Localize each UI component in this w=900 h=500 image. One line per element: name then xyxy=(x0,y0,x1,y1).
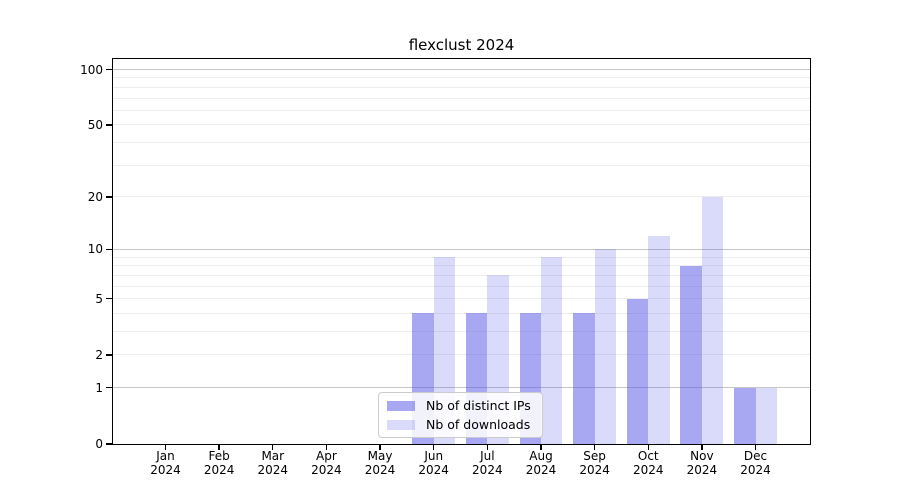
y-gridline-minor xyxy=(113,354,810,356)
x-axis-tick xyxy=(218,444,220,450)
y-gridline-minor xyxy=(113,256,810,258)
x-tick-label: Jun 2024 xyxy=(418,449,449,477)
x-tick-label: Nov 2024 xyxy=(686,449,718,477)
legend-row-distinct-ips: Nb of distinct IPs xyxy=(387,398,531,413)
y-gridline-minor xyxy=(113,109,810,111)
bar-distinct-ips xyxy=(626,298,649,444)
y-gridline-minor xyxy=(113,285,810,287)
x-tick-label: Mar 2024 xyxy=(257,449,289,477)
legend-swatch-downloads xyxy=(387,419,415,430)
x-axis-tick xyxy=(272,444,274,450)
x-tick-label: Aug 2024 xyxy=(525,449,557,477)
x-axis-tick xyxy=(164,444,167,450)
y-gridline-minor xyxy=(113,142,810,144)
y-gridline-major xyxy=(113,387,810,389)
chart-title: flexclust 2024 xyxy=(408,36,515,54)
y-gridline-major xyxy=(113,69,810,71)
x-tick-label: Jul 2024 xyxy=(472,449,503,477)
y-tick-label: 0 xyxy=(95,437,103,451)
x-tick-label: Sep 2024 xyxy=(579,449,610,477)
legend-label-downloads: Nb of downloads xyxy=(426,417,531,432)
x-axis-tick xyxy=(593,444,596,450)
legend-label-distinct-ips: Nb of distinct IPs xyxy=(426,398,531,413)
legend-swatch-distinct-ips xyxy=(387,400,415,411)
bar-distinct-ips xyxy=(734,387,756,444)
y-tick-label: 100 xyxy=(80,62,103,77)
plot-area xyxy=(112,58,811,445)
y-tick-label: 10 xyxy=(87,242,103,257)
y-gridline-minor xyxy=(113,312,810,314)
x-axis-tick xyxy=(754,444,757,450)
bar-downloads xyxy=(594,249,617,444)
x-tick-label: May 2024 xyxy=(364,449,396,477)
x-tick-label: Oct 2024 xyxy=(632,449,664,477)
y-gridline-minor xyxy=(113,265,810,267)
y-axis-tick xyxy=(106,297,113,300)
x-axis-tick xyxy=(325,444,328,450)
y-gridline-minor xyxy=(113,274,810,276)
x-axis-tick xyxy=(647,444,649,450)
x-axis-tick xyxy=(486,444,489,450)
y-axis-tick xyxy=(106,124,113,126)
bar-distinct-ips xyxy=(680,265,702,444)
x-tick-label: Apr 2024 xyxy=(311,449,342,477)
y-axis-tick xyxy=(106,68,113,71)
legend: Nb of distinct IPs Nb of downloads xyxy=(378,392,543,438)
y-axis-tick xyxy=(106,387,113,389)
y-tick-label: 2 xyxy=(95,347,103,362)
x-tick-label: Feb 2024 xyxy=(203,449,235,477)
y-gridline-minor xyxy=(113,86,810,88)
y-tick-label: 50 xyxy=(87,117,103,132)
y-gridline-minor xyxy=(113,298,810,300)
y-gridline-major xyxy=(113,248,810,250)
y-gridline-minor xyxy=(113,124,810,126)
x-axis-tick xyxy=(540,444,542,450)
y-tick-label: 1 xyxy=(95,380,103,395)
y-axis-tick xyxy=(106,443,113,445)
x-axis-tick xyxy=(701,444,703,450)
bar-downloads xyxy=(648,235,670,444)
bar-downloads xyxy=(701,196,724,444)
bar-downloads xyxy=(755,387,777,444)
x-tick-label: Dec 2024 xyxy=(740,449,771,477)
y-tick-label: 5 xyxy=(95,291,103,306)
bar-distinct-ips xyxy=(573,313,595,444)
x-axis-tick xyxy=(379,444,381,450)
y-axis-tick xyxy=(106,354,113,356)
y-gridline-minor xyxy=(113,196,810,198)
legend-row-downloads: Nb of downloads xyxy=(387,417,531,432)
bar-downloads xyxy=(540,257,563,444)
y-axis-tick xyxy=(106,196,113,198)
y-gridline-minor xyxy=(113,77,810,79)
y-gridline-minor xyxy=(113,164,810,166)
x-tick-label: Jan 2024 xyxy=(150,449,181,477)
x-axis-tick xyxy=(433,444,435,450)
y-gridline-minor xyxy=(113,97,810,99)
y-tick-label: 20 xyxy=(87,189,103,204)
y-gridline-minor xyxy=(113,331,810,333)
y-axis-tick xyxy=(106,248,113,251)
